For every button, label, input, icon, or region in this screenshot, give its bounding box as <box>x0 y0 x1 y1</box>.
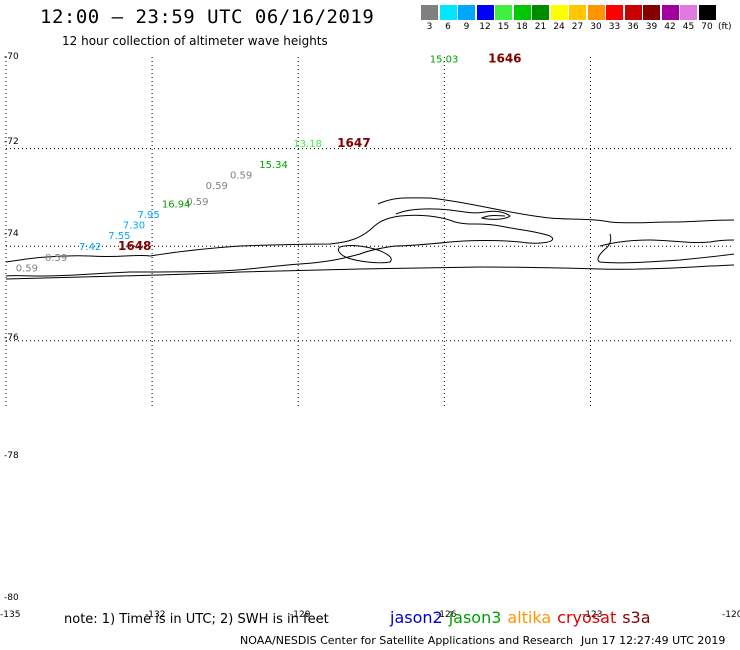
ice-shelf-edge <box>5 214 553 277</box>
footer-note: note: 1) Time is in UTC; 2) SWH is in fe… <box>64 612 329 627</box>
latitude-label: -80 <box>4 593 19 603</box>
legend-swatch <box>606 5 623 20</box>
map-title: 12:00 – 23:59 UTC 06/16/2019 <box>40 6 375 28</box>
legend-swatch <box>439 5 457 20</box>
coastline <box>5 197 735 280</box>
wave-height-label: 7.42 <box>79 242 101 253</box>
wave-height-label: 13.18 <box>293 139 322 150</box>
satellite-jason2: jason2 <box>390 608 443 627</box>
wave-height-label: 0.59 <box>45 253 67 264</box>
wave-height-label: 0.59 <box>206 181 228 192</box>
legend-label: 9 <box>463 22 470 32</box>
legend-swatch <box>458 5 475 20</box>
satellite-list: jason2 jason3 altika cryosat s3a <box>390 608 657 627</box>
longitude-label: -132 <box>145 610 165 620</box>
legend-swatch <box>421 5 438 20</box>
legend-label: 39 <box>645 22 658 32</box>
latitude-label: -76 <box>4 333 19 343</box>
legend-label: 18 <box>516 22 528 32</box>
legend-swatch <box>532 5 549 20</box>
legend-label: 3 <box>426 22 433 32</box>
legend-swatch <box>661 5 679 20</box>
longitude-label: -129 <box>290 610 311 620</box>
wave-height-label: 0.59 <box>16 263 38 274</box>
latitude-label: -72 <box>4 137 19 147</box>
southern-shelf <box>5 264 735 280</box>
axis-labels: -70 -72 -74 -76 -78 -80 -135 -132 -129 -126 -123 -1… <box>0 52 740 620</box>
legend-swatch <box>643 5 660 20</box>
legend-label: 45 <box>682 22 695 32</box>
longitude-label: -120 <box>722 610 740 620</box>
latitude-label: -74 <box>4 229 19 239</box>
legend-swatch <box>624 5 642 20</box>
time-label: 1648 <box>118 239 151 253</box>
satellite-cryosat: cryosat <box>557 608 617 627</box>
credit-line: NOAA/NESDIS Center for Satellite Applica… <box>240 634 574 647</box>
longitude-label: -123 <box>582 610 602 620</box>
legend-label: 70 <box>701 22 713 32</box>
latitude-label: -70 <box>4 52 19 62</box>
wave-height-label: 7.95 <box>137 210 159 221</box>
legend-label: 33 <box>608 22 621 32</box>
longitude-label: -135 <box>0 610 20 620</box>
wave-height-label: 15.03 <box>430 54 459 65</box>
time-label: 1646 <box>488 51 521 65</box>
graticule <box>5 57 734 408</box>
legend-swatch <box>587 5 605 20</box>
legend-swatch <box>550 5 568 20</box>
wave-height-label: 16.94 <box>162 199 191 210</box>
legend-label: 21 <box>534 22 547 32</box>
legend-swatch <box>495 5 512 20</box>
east-ice-front <box>395 208 511 220</box>
legend-label: 15 <box>497 22 510 32</box>
longitude-label: -126 <box>436 610 457 620</box>
legend-label: 27 <box>571 22 584 32</box>
wave-height-label: 0.59 <box>186 197 208 208</box>
legend-label: 42 <box>664 22 676 32</box>
wave-height-label: 7.55 <box>108 231 130 242</box>
wave-height-label: 15.34 <box>259 160 288 171</box>
wave-height-label: 7.30 <box>123 221 145 232</box>
legend-label: 36 <box>627 22 639 32</box>
inland-coast <box>599 239 735 247</box>
legend-unit: (ft) <box>718 22 732 32</box>
legend-swatch <box>476 5 494 20</box>
satellite-jason3: jason3 <box>448 608 502 627</box>
map-subtitle: 12 hour collection of altimeter wave hei… <box>62 34 328 48</box>
time-label: 1647 <box>337 136 370 150</box>
legend-label: 30 <box>590 22 602 32</box>
wave-height-label: 0.59 <box>230 170 252 181</box>
legend-label: 24 <box>553 22 565 32</box>
inland-coast-2 <box>597 233 735 264</box>
legend-label: 12 <box>479 22 491 32</box>
generation-timestamp: Jun 17 12:27:49 UTC 2019 <box>581 634 726 647</box>
satellite-s3a: s3a <box>622 608 651 627</box>
legend-swatch <box>698 5 716 20</box>
legend-label: 6 <box>445 22 451 32</box>
satellite-altika: altika <box>507 608 552 627</box>
latitude-label: -78 <box>4 451 19 461</box>
east-coast <box>377 197 735 224</box>
ross-island <box>337 245 392 264</box>
legend-swatch <box>569 5 586 20</box>
legend-swatch <box>680 5 697 20</box>
legend-swatch <box>513 5 531 20</box>
